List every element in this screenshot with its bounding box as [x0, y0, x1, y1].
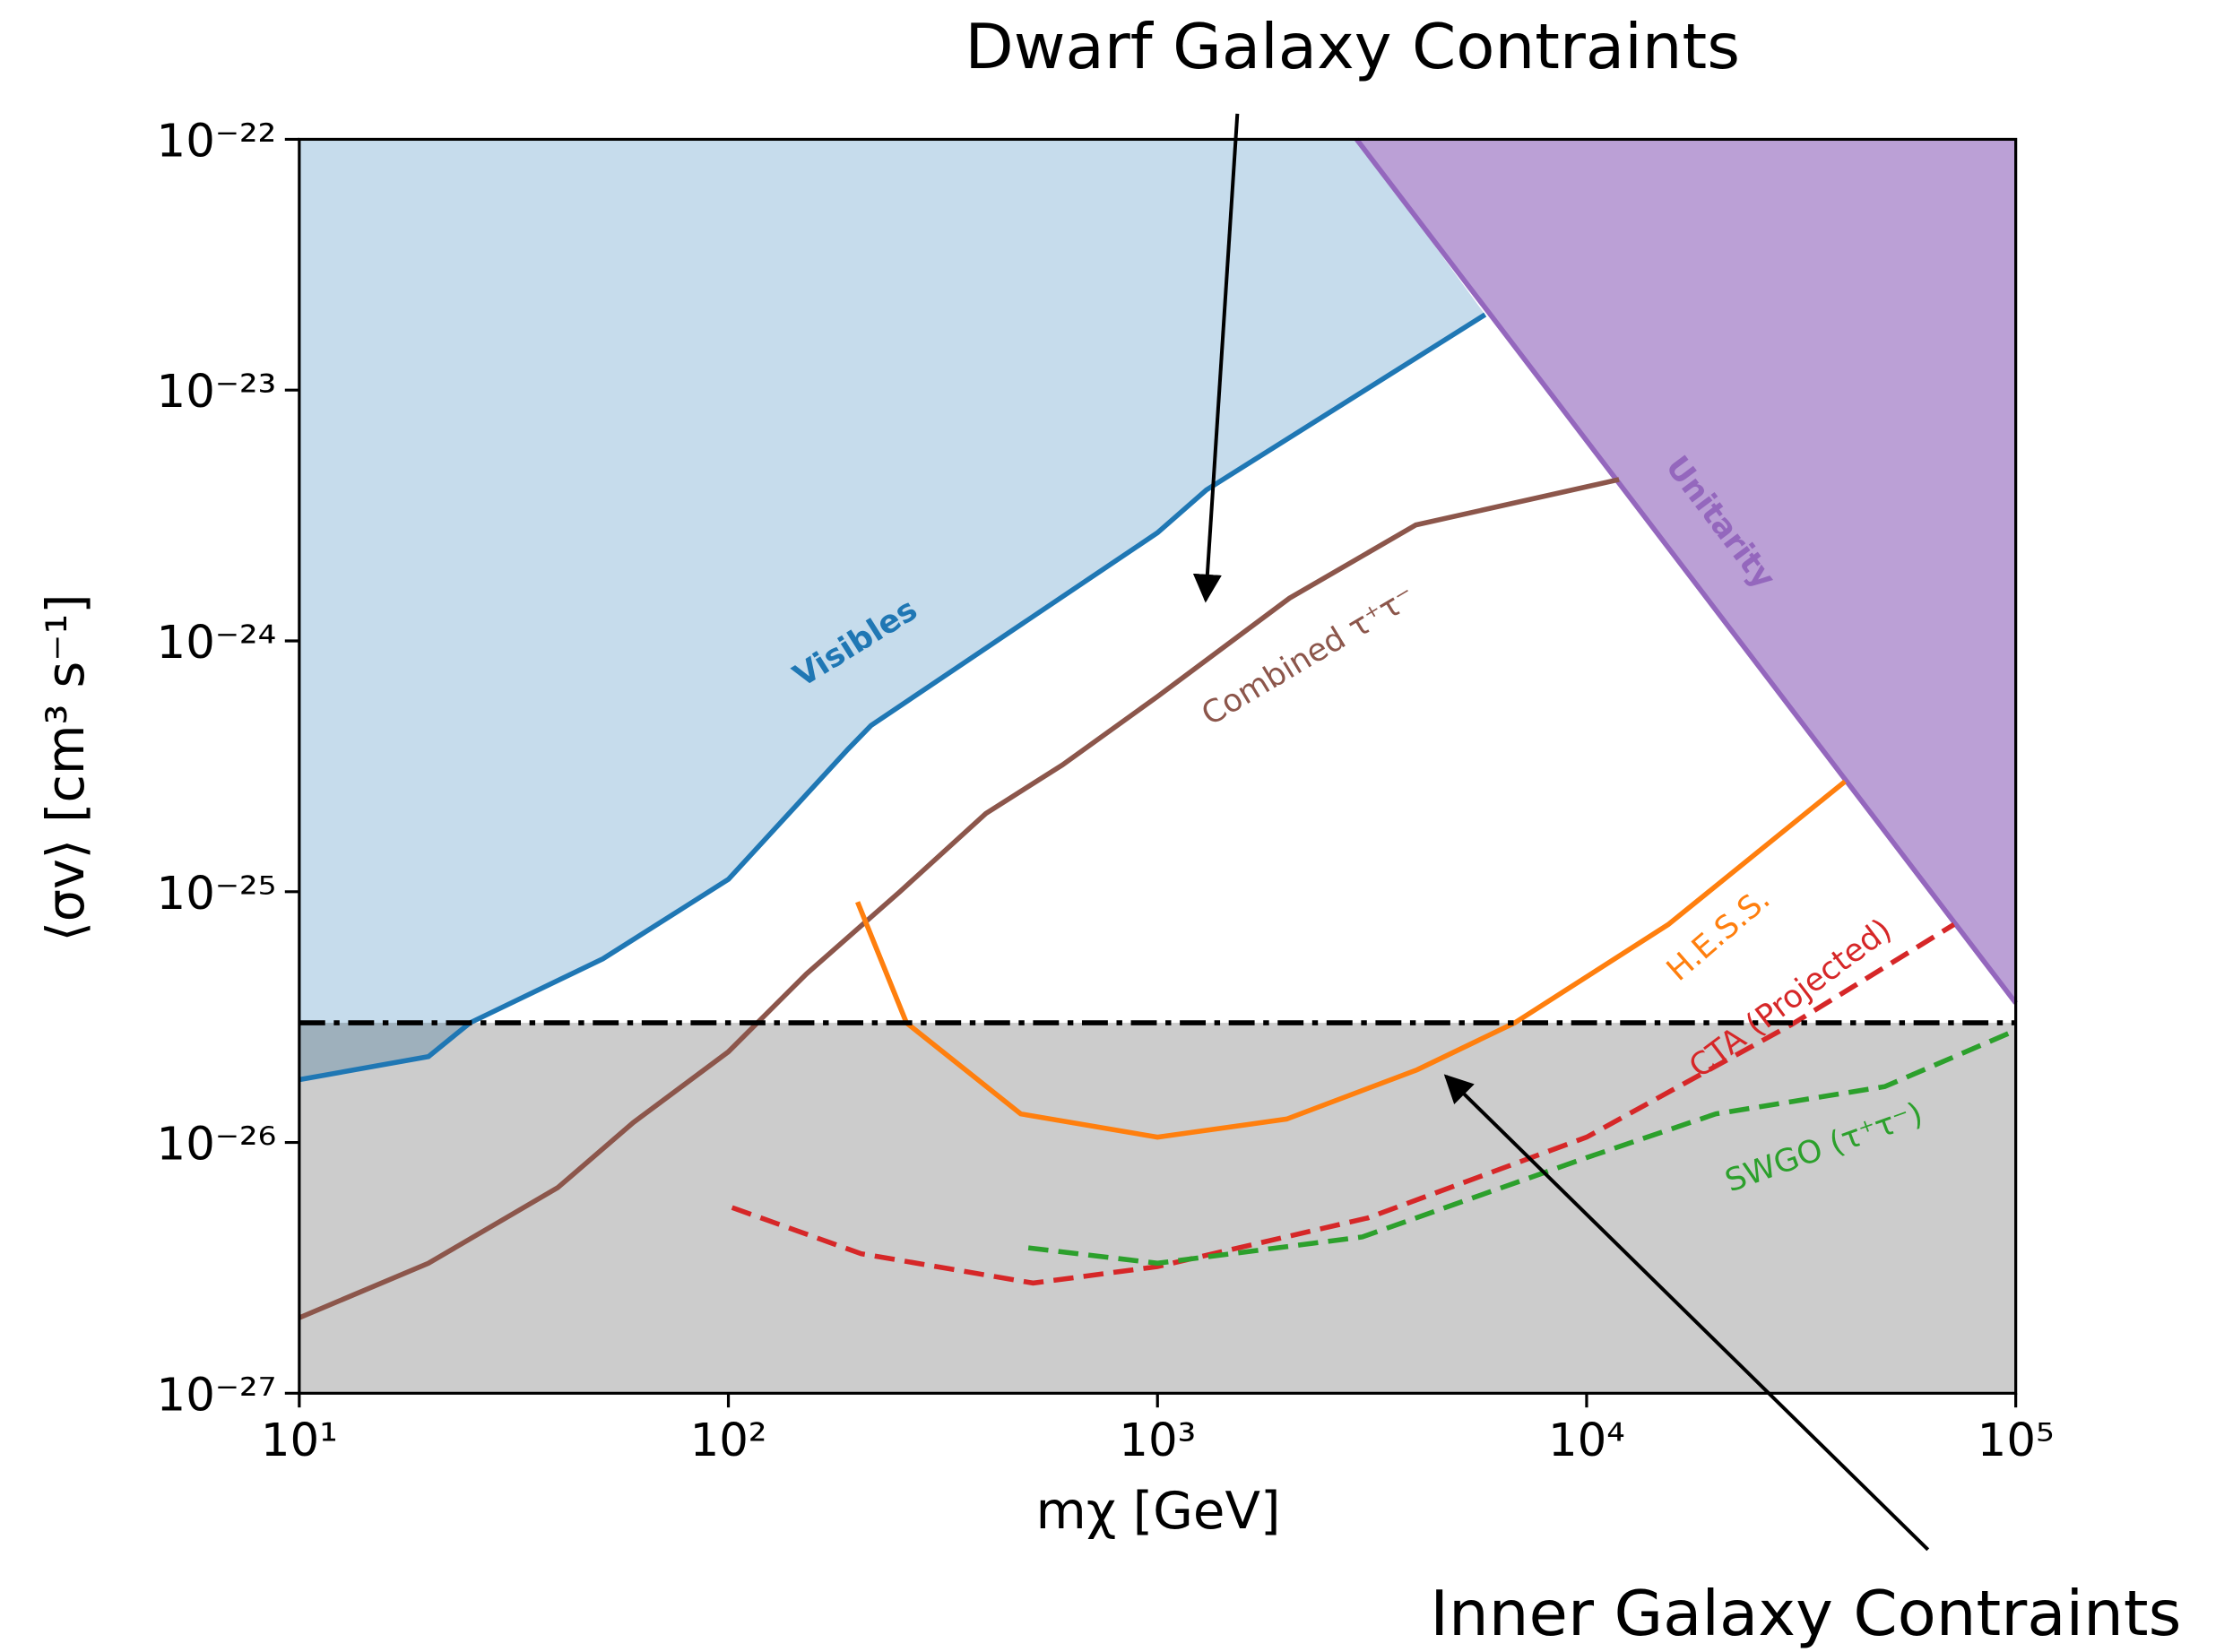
series-line — [1355, 137, 2018, 1005]
y-tick-label: 10⁻²² — [157, 116, 277, 169]
series-line — [731, 922, 1956, 1286]
y-tick-label: 10⁻²⁵ — [157, 868, 277, 921]
excluded-region — [299, 1023, 2016, 1394]
series-line — [855, 779, 1847, 1140]
annotation-arrow — [1192, 113, 1240, 603]
annotation-arrow — [1443, 1074, 1930, 1552]
x-tick-label: 10¹ — [261, 1414, 338, 1467]
y-tick-label: 10⁻²⁶ — [157, 1119, 277, 1172]
y-axis-label: ⟨σv⟩ [cm³ s⁻¹] — [36, 593, 96, 941]
x-tick-label: 10⁴ — [1548, 1414, 1625, 1467]
annotation: Dwarf Galaxy Contraints — [965, 11, 1740, 84]
series-line — [298, 477, 1620, 1320]
series-line — [1027, 1027, 2017, 1267]
series-line — [299, 312, 1487, 1083]
annotation: Inner Galaxy Contraints — [1430, 1577, 2181, 1650]
x-tick-label: 10³ — [1119, 1414, 1196, 1467]
region-fill — [299, 139, 1485, 1080]
x-axis-label: mχ [GeV] — [1036, 1481, 1281, 1541]
y-tick-label: 10⁻²³ — [157, 367, 277, 419]
series-label: Combined τ⁺τ⁻ — [1195, 578, 1422, 733]
x-tick-label: 10⁵ — [1978, 1414, 2055, 1467]
x-tick-label: 10² — [690, 1414, 767, 1467]
y-tick-label: 10⁻²⁷ — [157, 1370, 277, 1423]
y-tick-label: 10⁻²⁴ — [157, 617, 277, 670]
series-label: H.E.S.S. — [1659, 880, 1777, 988]
